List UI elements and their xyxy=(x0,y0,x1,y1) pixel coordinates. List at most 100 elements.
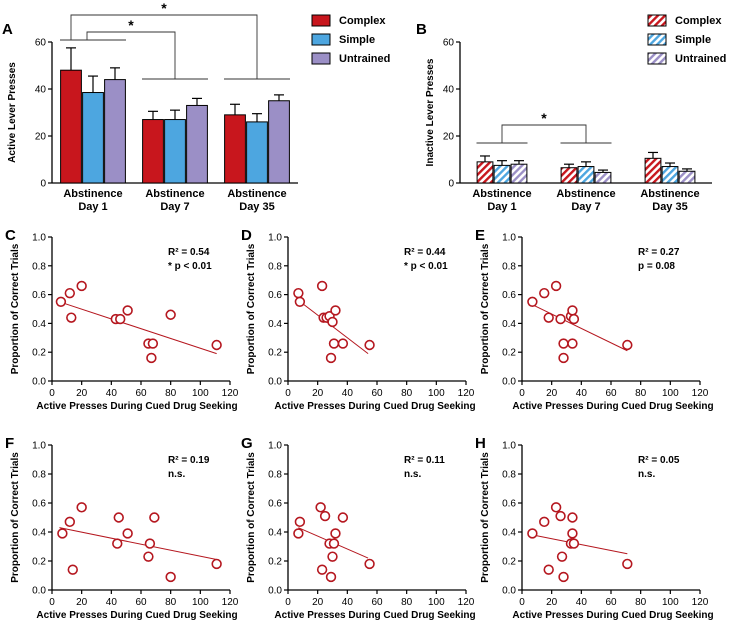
x-axis-label: Active Presses During Cued Drug Seeking xyxy=(274,610,475,621)
y-tick-label: 0.0 xyxy=(32,586,46,597)
y-tick-label: 0.8 xyxy=(32,261,46,272)
y-tick-label: 0.2 xyxy=(32,348,46,359)
y-tick-label: 1.0 xyxy=(268,233,282,244)
data-point xyxy=(622,339,633,351)
x-tick-label: 80 xyxy=(401,388,413,399)
x-tick-label: Abstinence xyxy=(556,188,615,200)
y-tick-label: 20 xyxy=(35,132,47,143)
y-tick-label: 0.4 xyxy=(268,319,282,330)
x-tick-label: 0 xyxy=(519,597,525,608)
y-axis-label: Proportion of Correct Trials xyxy=(10,243,21,374)
x-tick-label: Day 1 xyxy=(487,201,516,213)
legend-swatch xyxy=(647,52,667,65)
data-point xyxy=(293,287,304,299)
x-tick-label: 40 xyxy=(576,388,588,399)
x-axis-label: Active Presses During Cued Drug Seeking xyxy=(512,610,713,621)
y-tick-label: 60 xyxy=(443,38,455,49)
data-point xyxy=(330,305,341,316)
data-point xyxy=(567,528,578,539)
y-tick-label: 0 xyxy=(448,179,454,190)
data-point xyxy=(147,338,159,349)
x-tick-label: Abstinence xyxy=(227,188,286,200)
bar xyxy=(493,164,511,184)
data-point xyxy=(558,352,569,364)
data-point xyxy=(67,564,78,575)
x-tick-label: Day 1 xyxy=(78,201,107,213)
x-tick-label: Day 35 xyxy=(239,201,274,213)
legend-label: Simple xyxy=(339,34,375,46)
y-axis-label: Proportion of Correct Trials xyxy=(246,452,257,583)
bar xyxy=(510,163,528,184)
x-tick-label: 20 xyxy=(546,597,558,608)
p-value-label: n.s. xyxy=(404,469,421,480)
x-tick-label: Day 7 xyxy=(160,201,189,213)
data-point xyxy=(146,352,157,364)
significance-star: * xyxy=(161,0,167,16)
data-point xyxy=(149,512,160,523)
y-tick-label: 0.8 xyxy=(268,261,282,272)
y-axis-label: Proportion of Correct Trials xyxy=(480,243,491,374)
x-tick-label: 0 xyxy=(49,597,55,608)
x-tick-label: 0 xyxy=(519,388,525,399)
data-point xyxy=(555,313,566,325)
x-tick-label: 60 xyxy=(371,388,383,399)
legend-label: Untrained xyxy=(675,53,726,65)
data-point xyxy=(316,564,328,575)
y-axis-label: Active Lever Presses xyxy=(7,62,18,163)
x-tick-label: Abstinence xyxy=(640,188,699,200)
bar xyxy=(142,119,164,184)
y-axis-label: Inactive Lever Presses xyxy=(425,58,436,166)
x-tick-label: 60 xyxy=(135,388,147,399)
y-tick-label: 0.4 xyxy=(32,528,46,539)
data-point xyxy=(143,551,154,562)
x-tick-label: 120 xyxy=(458,597,475,608)
y-tick-label: 0.4 xyxy=(502,319,516,330)
x-tick-label: 20 xyxy=(546,388,558,399)
data-point xyxy=(327,316,338,328)
y-tick-label: 0.2 xyxy=(32,557,46,568)
y-tick-label: 0.2 xyxy=(268,557,282,568)
data-point xyxy=(327,551,338,562)
y-tick-label: 0.4 xyxy=(502,528,516,539)
x-tick-label: Abstinence xyxy=(472,188,531,200)
panel-letter: B xyxy=(416,21,427,38)
x-tick-label: 0 xyxy=(49,388,55,399)
x-tick-label: 100 xyxy=(192,597,209,608)
y-axis-label: Proportion of Correct Trials xyxy=(10,452,21,583)
y-tick-label: 40 xyxy=(35,85,47,96)
data-point xyxy=(319,510,331,522)
bar xyxy=(60,69,82,184)
significance-star: * xyxy=(541,110,547,126)
y-tick-label: 0.6 xyxy=(268,290,282,301)
data-point xyxy=(211,558,222,570)
bar xyxy=(164,119,186,184)
y-tick-label: 0.6 xyxy=(502,290,516,301)
x-tick-label: Day 7 xyxy=(571,201,600,213)
y-tick-label: 0.0 xyxy=(268,586,282,597)
x-tick-label: 120 xyxy=(222,388,239,399)
r-squared-label: R² = 0.27 xyxy=(638,247,680,258)
x-tick-label: 40 xyxy=(342,597,354,608)
legend-label: Simple xyxy=(675,34,711,46)
x-tick-label: 60 xyxy=(371,597,383,608)
x-tick-label: 100 xyxy=(662,597,679,608)
x-tick-label: 0 xyxy=(285,388,291,399)
bar xyxy=(224,114,246,184)
data-point xyxy=(165,309,176,320)
data-point xyxy=(550,280,562,292)
x-tick-label: 120 xyxy=(222,597,239,608)
x-tick-label: 100 xyxy=(662,388,679,399)
x-tick-label: 80 xyxy=(165,388,177,399)
data-point xyxy=(539,516,550,528)
x-tick-label: 120 xyxy=(458,388,475,399)
y-tick-label: 1.0 xyxy=(502,441,516,452)
data-point xyxy=(165,571,176,583)
data-point xyxy=(211,339,222,351)
panel-letter: H xyxy=(475,435,486,452)
legend-swatch xyxy=(647,33,667,46)
x-tick-label: 60 xyxy=(135,597,147,608)
data-point xyxy=(66,312,77,323)
data-point xyxy=(550,502,562,513)
y-tick-label: 60 xyxy=(35,38,47,49)
